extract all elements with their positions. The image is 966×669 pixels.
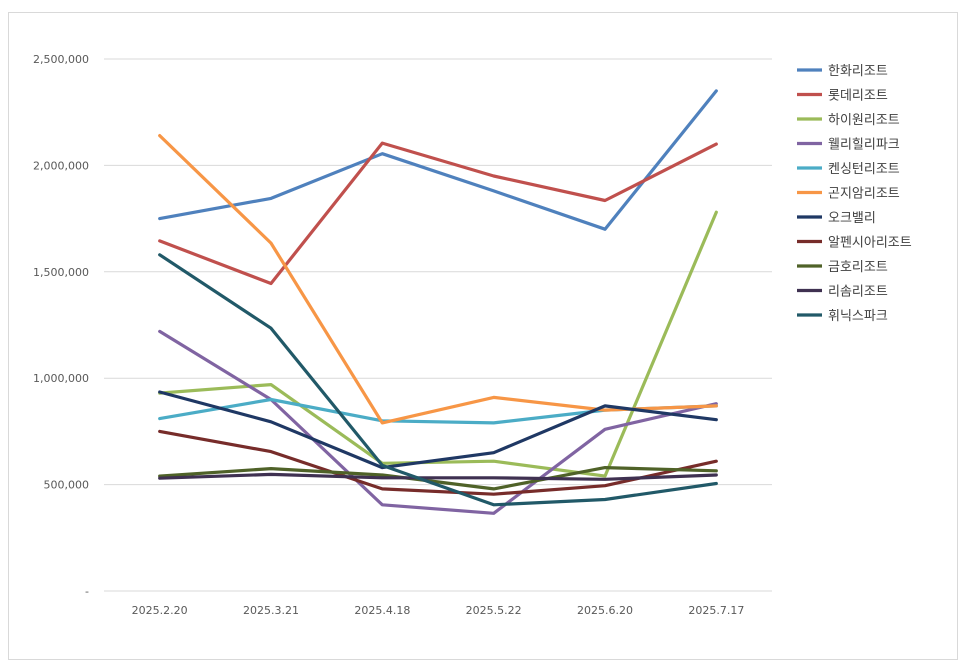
- series-line-3: [158, 210, 718, 478]
- legend-label: 켄싱턴리조트: [828, 162, 900, 177]
- series-line-7: [158, 390, 718, 470]
- legend-label: 휘닉스파크: [828, 309, 888, 324]
- series-line-8: [158, 429, 718, 496]
- line-chart: - 500,000 1,000,000 1,500,000 2,000,000 2,500…: [33, 53, 912, 617]
- legend-label: 한화리조트: [828, 64, 888, 79]
- y-tick-label: 500,000: [44, 479, 90, 492]
- y-tick-label: 1,500,000: [33, 266, 89, 279]
- legend-label: 웰리힐리파크: [828, 138, 900, 153]
- series-line-10: [158, 472, 718, 481]
- legend: 한화리조트롯데리조트하이원리조트웰리힐리파크켄싱턴리조트곤지암리조트오크밸리알펜…: [797, 64, 912, 324]
- y-axis: - 500,000 1,000,000 1,500,000 2,000,000 2,500…: [33, 53, 89, 598]
- legend-label: 오크밸리: [828, 211, 876, 226]
- legend-label: 리솜리조트: [828, 285, 888, 300]
- series-lines: [158, 89, 718, 515]
- legend-label: 금호리조트: [828, 260, 888, 275]
- chart-frame: - 500,000 1,000,000 1,500,000 2,000,000 2,500…: [8, 12, 958, 660]
- y-tick-label: 1,000,000: [33, 372, 89, 385]
- y-tick-label: 2,500,000: [33, 53, 89, 66]
- series-line-11: [158, 253, 718, 507]
- series-line-2: [158, 141, 718, 286]
- x-tick-label: 2025.4.18: [354, 604, 410, 617]
- y-tick-label: -: [85, 585, 89, 598]
- legend-label: 알펜시아리조트: [828, 236, 912, 251]
- series-line-4: [158, 329, 718, 515]
- x-axis: 2025.2.20 2025.3.21 2025.4.18 2025.5.22 2025…: [132, 604, 745, 617]
- series-line-9: [158, 466, 718, 491]
- series-line-1: [158, 89, 718, 231]
- x-tick-label: 2025.7.17: [688, 604, 744, 617]
- x-tick-label: 2025.6.20: [577, 604, 633, 617]
- y-tick-label: 2,000,000: [33, 159, 89, 172]
- x-tick-label: 2025.3.21: [243, 604, 299, 617]
- x-tick-label: 2025.2.20: [132, 604, 188, 617]
- legend-label: 롯데리조트: [828, 89, 888, 104]
- x-tick-label: 2025.5.22: [466, 604, 522, 617]
- legend-label: 하이원리조트: [828, 113, 900, 128]
- gridlines: [104, 58, 772, 592]
- legend-label: 곤지암리조트: [828, 187, 900, 202]
- series-line-6: [158, 133, 718, 425]
